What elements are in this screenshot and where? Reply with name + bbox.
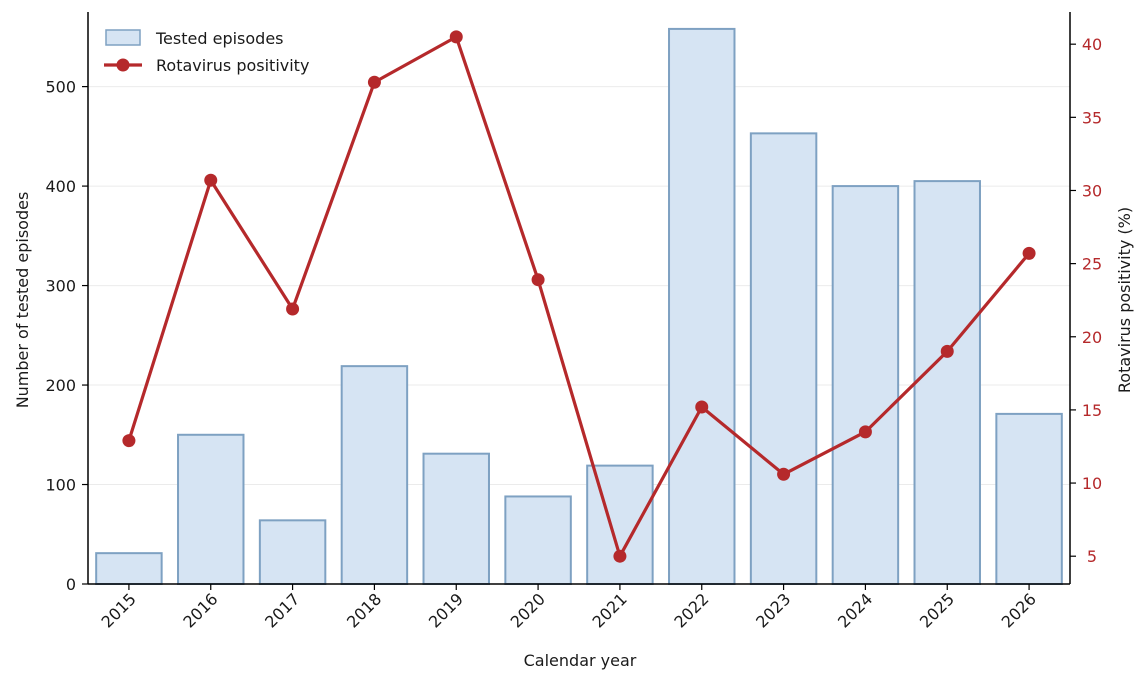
x-tick-label-2017: 2017 <box>261 589 303 631</box>
y-tick-label: 200 <box>45 376 76 395</box>
y2-tick-label: 25 <box>1082 255 1102 274</box>
positivity-point-2017 <box>286 302 300 316</box>
bar-2019 <box>422 452 490 585</box>
x-axis-title: Calendar year <box>524 651 637 670</box>
y-tick-label: 0 <box>66 575 76 594</box>
x-tick-label-2015: 2015 <box>98 589 140 631</box>
bar-2018 <box>340 365 409 585</box>
bar-2022 <box>668 27 736 585</box>
positivity-point-2015 <box>122 434 136 448</box>
legend-label-line: Rotavirus positivity <box>156 56 309 75</box>
positivity-point-2018 <box>367 75 381 89</box>
x-tick-label-2026: 2026 <box>998 589 1040 631</box>
y-tick-label: 500 <box>45 78 76 97</box>
positivity-point-2022 <box>695 400 709 414</box>
y2-tick-label: 20 <box>1082 328 1102 347</box>
y-tick-label: 400 <box>45 177 76 196</box>
bar-2025 <box>913 180 981 585</box>
legend-swatch-bar <box>105 29 141 46</box>
bar-2023 <box>749 132 818 586</box>
gridlines <box>88 86 1070 486</box>
x-tick-label-2020: 2020 <box>507 589 549 631</box>
y2-tick-label: 35 <box>1082 108 1102 127</box>
x-tick-label-2025: 2025 <box>916 589 958 631</box>
bar-series <box>95 27 1063 586</box>
y2-axis-title: Rotavirus positivity (%) <box>1115 207 1134 393</box>
bar-2017 <box>258 519 327 586</box>
y2-tick-label: 40 <box>1082 35 1102 54</box>
bar-2024 <box>831 185 900 586</box>
x-tick-label-2016: 2016 <box>179 589 221 631</box>
bar-2016 <box>177 433 245 586</box>
y-axis-title: Number of tested episodes <box>13 192 32 409</box>
x-tick-label-2018: 2018 <box>343 589 385 631</box>
y-tick-label: 100 <box>45 476 76 495</box>
bar-2026 <box>995 412 1063 585</box>
positivity-point-2025 <box>940 344 954 358</box>
line-series <box>122 30 1036 563</box>
y-tick-label: 300 <box>45 277 76 296</box>
positivity-point-2026 <box>1022 246 1036 260</box>
positivity-point-2016 <box>204 173 218 187</box>
y2-tick-label: 30 <box>1082 181 1102 200</box>
legend-label-bar: Tested episodes <box>155 29 284 48</box>
bar-2015 <box>95 552 163 586</box>
x-tick-label-2023: 2023 <box>752 589 794 631</box>
positivity-point-2020 <box>531 273 545 287</box>
legend-swatch-marker <box>116 58 130 72</box>
positivity-point-2024 <box>858 425 872 439</box>
positivity-point-2019 <box>449 30 463 44</box>
y2-tick-label: 5 <box>1087 547 1097 566</box>
positivity-line <box>127 35 1031 558</box>
x-tick-label-2021: 2021 <box>589 589 631 631</box>
x-tick-label-2024: 2024 <box>834 589 876 631</box>
x-tick-label-2022: 2022 <box>670 589 712 631</box>
y2-tick-label: 10 <box>1082 474 1102 493</box>
positivity-point-2023 <box>777 467 791 481</box>
y2-tick-label: 15 <box>1082 401 1102 420</box>
legend: Tested episodes Rotavirus positivity <box>104 29 309 75</box>
bar-2020 <box>504 495 572 586</box>
positivity-point-2021 <box>613 549 627 563</box>
x-tick-label-2019: 2019 <box>425 589 467 631</box>
